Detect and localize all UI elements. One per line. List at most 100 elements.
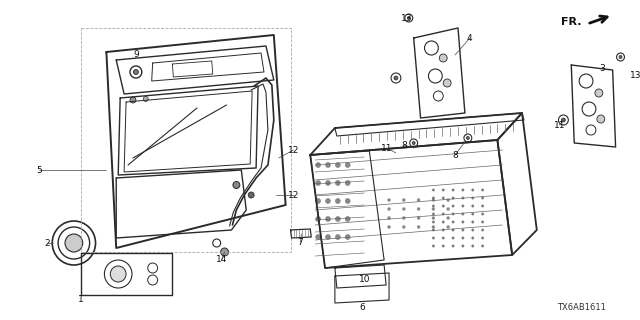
Circle shape — [481, 213, 484, 215]
Circle shape — [481, 205, 484, 207]
Circle shape — [481, 221, 484, 223]
Circle shape — [597, 115, 605, 123]
Circle shape — [326, 217, 330, 221]
Circle shape — [345, 163, 350, 167]
Circle shape — [481, 229, 484, 231]
Circle shape — [442, 221, 444, 223]
Circle shape — [447, 198, 450, 202]
Circle shape — [335, 180, 340, 186]
Circle shape — [472, 197, 474, 199]
Circle shape — [432, 229, 435, 231]
Circle shape — [472, 245, 474, 247]
Circle shape — [403, 207, 405, 211]
Circle shape — [417, 198, 420, 202]
Circle shape — [388, 226, 390, 228]
Circle shape — [461, 229, 464, 231]
Text: 9: 9 — [133, 50, 139, 59]
Circle shape — [481, 245, 484, 247]
Circle shape — [472, 189, 474, 191]
Circle shape — [472, 229, 474, 231]
Circle shape — [461, 189, 464, 191]
Circle shape — [143, 97, 148, 101]
Circle shape — [461, 245, 464, 247]
Circle shape — [417, 217, 420, 220]
Circle shape — [619, 55, 622, 59]
Circle shape — [432, 221, 435, 223]
Text: 7: 7 — [298, 237, 303, 246]
Text: 14: 14 — [216, 255, 227, 265]
Circle shape — [452, 229, 454, 231]
Circle shape — [326, 235, 330, 239]
Text: 11: 11 — [554, 121, 565, 130]
Text: 8: 8 — [401, 140, 406, 149]
Circle shape — [467, 137, 469, 140]
Text: 1: 1 — [78, 295, 84, 305]
Text: 3: 3 — [599, 63, 605, 73]
Circle shape — [432, 237, 435, 239]
Circle shape — [403, 198, 405, 202]
Circle shape — [461, 213, 464, 215]
Text: 2: 2 — [44, 238, 50, 247]
Circle shape — [326, 163, 330, 167]
Circle shape — [452, 221, 454, 223]
Circle shape — [345, 180, 350, 186]
Circle shape — [461, 197, 464, 199]
Circle shape — [417, 207, 420, 211]
Text: 11: 11 — [381, 143, 393, 153]
Circle shape — [442, 237, 444, 239]
Circle shape — [316, 163, 321, 167]
Circle shape — [472, 237, 474, 239]
Text: TX6AB1611: TX6AB1611 — [557, 303, 605, 313]
Circle shape — [335, 163, 340, 167]
Circle shape — [388, 217, 390, 220]
Circle shape — [452, 205, 454, 207]
Text: 13: 13 — [401, 13, 413, 22]
Circle shape — [432, 207, 435, 211]
Circle shape — [388, 198, 390, 202]
Circle shape — [452, 237, 454, 239]
Circle shape — [316, 180, 321, 186]
Circle shape — [442, 245, 444, 247]
Circle shape — [110, 266, 126, 282]
Circle shape — [432, 226, 435, 228]
Circle shape — [221, 248, 228, 256]
Circle shape — [452, 197, 454, 199]
Circle shape — [432, 189, 435, 191]
Circle shape — [412, 141, 415, 145]
Circle shape — [335, 217, 340, 221]
Circle shape — [388, 207, 390, 211]
Text: 8: 8 — [452, 150, 458, 159]
Circle shape — [442, 197, 444, 199]
Circle shape — [394, 76, 398, 80]
Text: 12: 12 — [288, 146, 300, 155]
Circle shape — [316, 235, 321, 239]
Circle shape — [432, 197, 435, 199]
Circle shape — [432, 245, 435, 247]
Circle shape — [407, 17, 410, 20]
Circle shape — [345, 235, 350, 239]
Circle shape — [248, 192, 254, 198]
Circle shape — [130, 97, 136, 103]
Circle shape — [316, 198, 321, 204]
Text: 12: 12 — [288, 190, 300, 199]
Circle shape — [472, 205, 474, 207]
Text: 13: 13 — [630, 70, 640, 79]
Circle shape — [233, 181, 240, 188]
Circle shape — [595, 89, 603, 97]
Circle shape — [432, 213, 435, 215]
Circle shape — [447, 226, 450, 228]
Circle shape — [442, 229, 444, 231]
Circle shape — [472, 221, 474, 223]
Circle shape — [442, 189, 444, 191]
Circle shape — [442, 213, 444, 215]
Circle shape — [481, 237, 484, 239]
Circle shape — [461, 205, 464, 207]
Circle shape — [461, 221, 464, 223]
Circle shape — [452, 189, 454, 191]
Circle shape — [335, 198, 340, 204]
Circle shape — [403, 226, 405, 228]
Text: FR.: FR. — [561, 17, 581, 27]
Text: 4: 4 — [467, 34, 472, 43]
Circle shape — [447, 217, 450, 220]
Circle shape — [65, 234, 83, 252]
